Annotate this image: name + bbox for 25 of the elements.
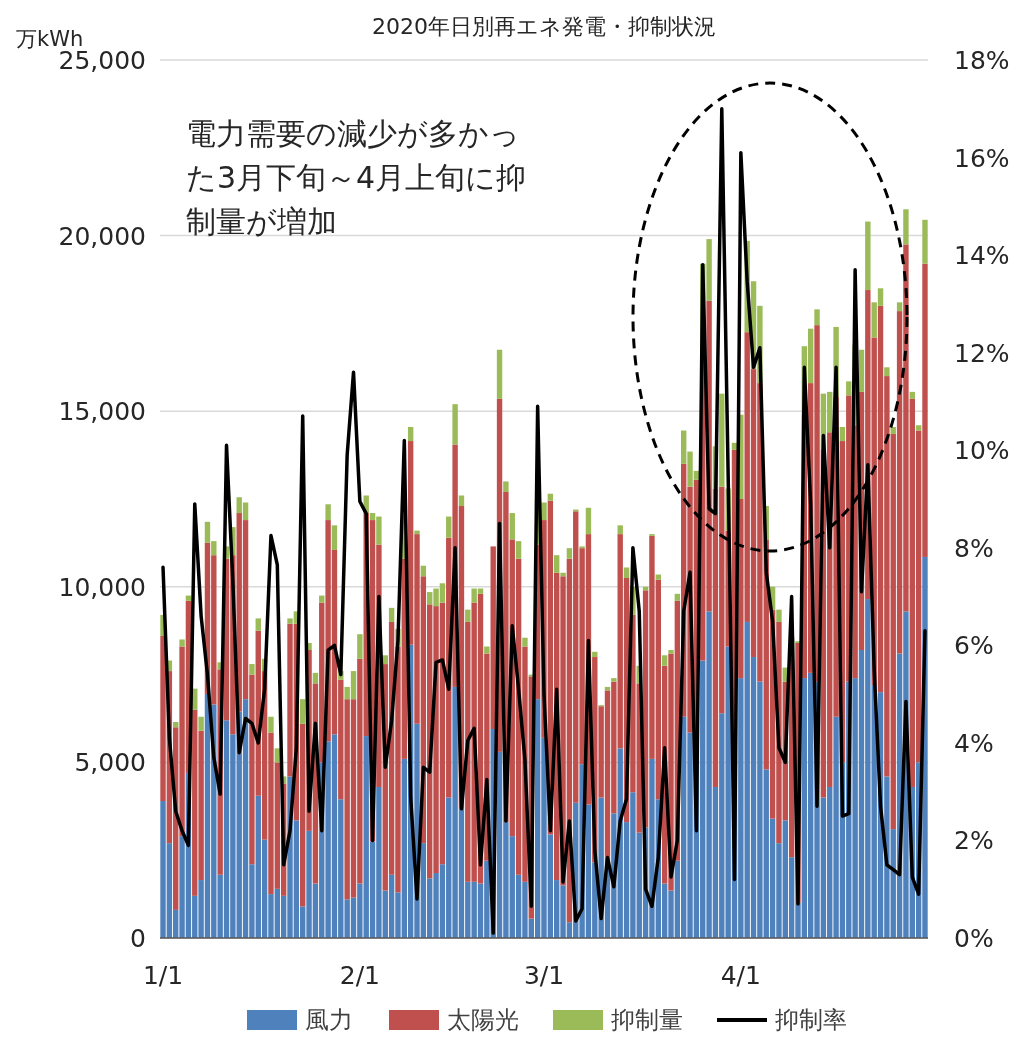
y-tick-label: 10,000 <box>58 572 146 602</box>
chart-title: 2020年日別再エネ発電・抑制状況 <box>372 14 716 39</box>
y2-tick-label: 10% <box>954 436 1010 466</box>
annotation: 電力需要の減少が多かった3月下旬～4月上旬に抑制量が増加 <box>186 116 527 239</box>
x-tick-label: 4/1 <box>720 961 761 990</box>
x-tick-label: 3/1 <box>523 961 565 990</box>
y2-tick-label: 18% <box>954 46 1010 75</box>
y-tick-label: 5,000 <box>74 748 146 778</box>
legend-label: 太陽光 <box>447 1006 519 1034</box>
y2-tick-label: 4% <box>954 728 994 758</box>
y2-tick-label: 8% <box>954 533 994 563</box>
y-tick-label: 20,000 <box>58 221 146 251</box>
y2-tick-label: 2% <box>954 826 994 856</box>
legend-label: 抑制量 <box>611 1006 683 1034</box>
y-tick-label: 0 <box>130 924 146 953</box>
y2-tick-label: 12% <box>954 338 1010 368</box>
y2-tick-label: 0% <box>954 924 994 953</box>
y2-tick-label: 14% <box>954 241 1010 271</box>
legend-label: 風力 <box>305 1006 353 1034</box>
y2-tick-label: 16% <box>954 143 1010 173</box>
x-tick-label: 2/1 <box>339 961 380 990</box>
x-tick-label: 1/1 <box>142 961 184 990</box>
legend-label: 抑制率 <box>775 1006 847 1034</box>
y2-tick-label: 6% <box>954 631 994 661</box>
y-tick-label: 15,000 <box>58 397 146 427</box>
